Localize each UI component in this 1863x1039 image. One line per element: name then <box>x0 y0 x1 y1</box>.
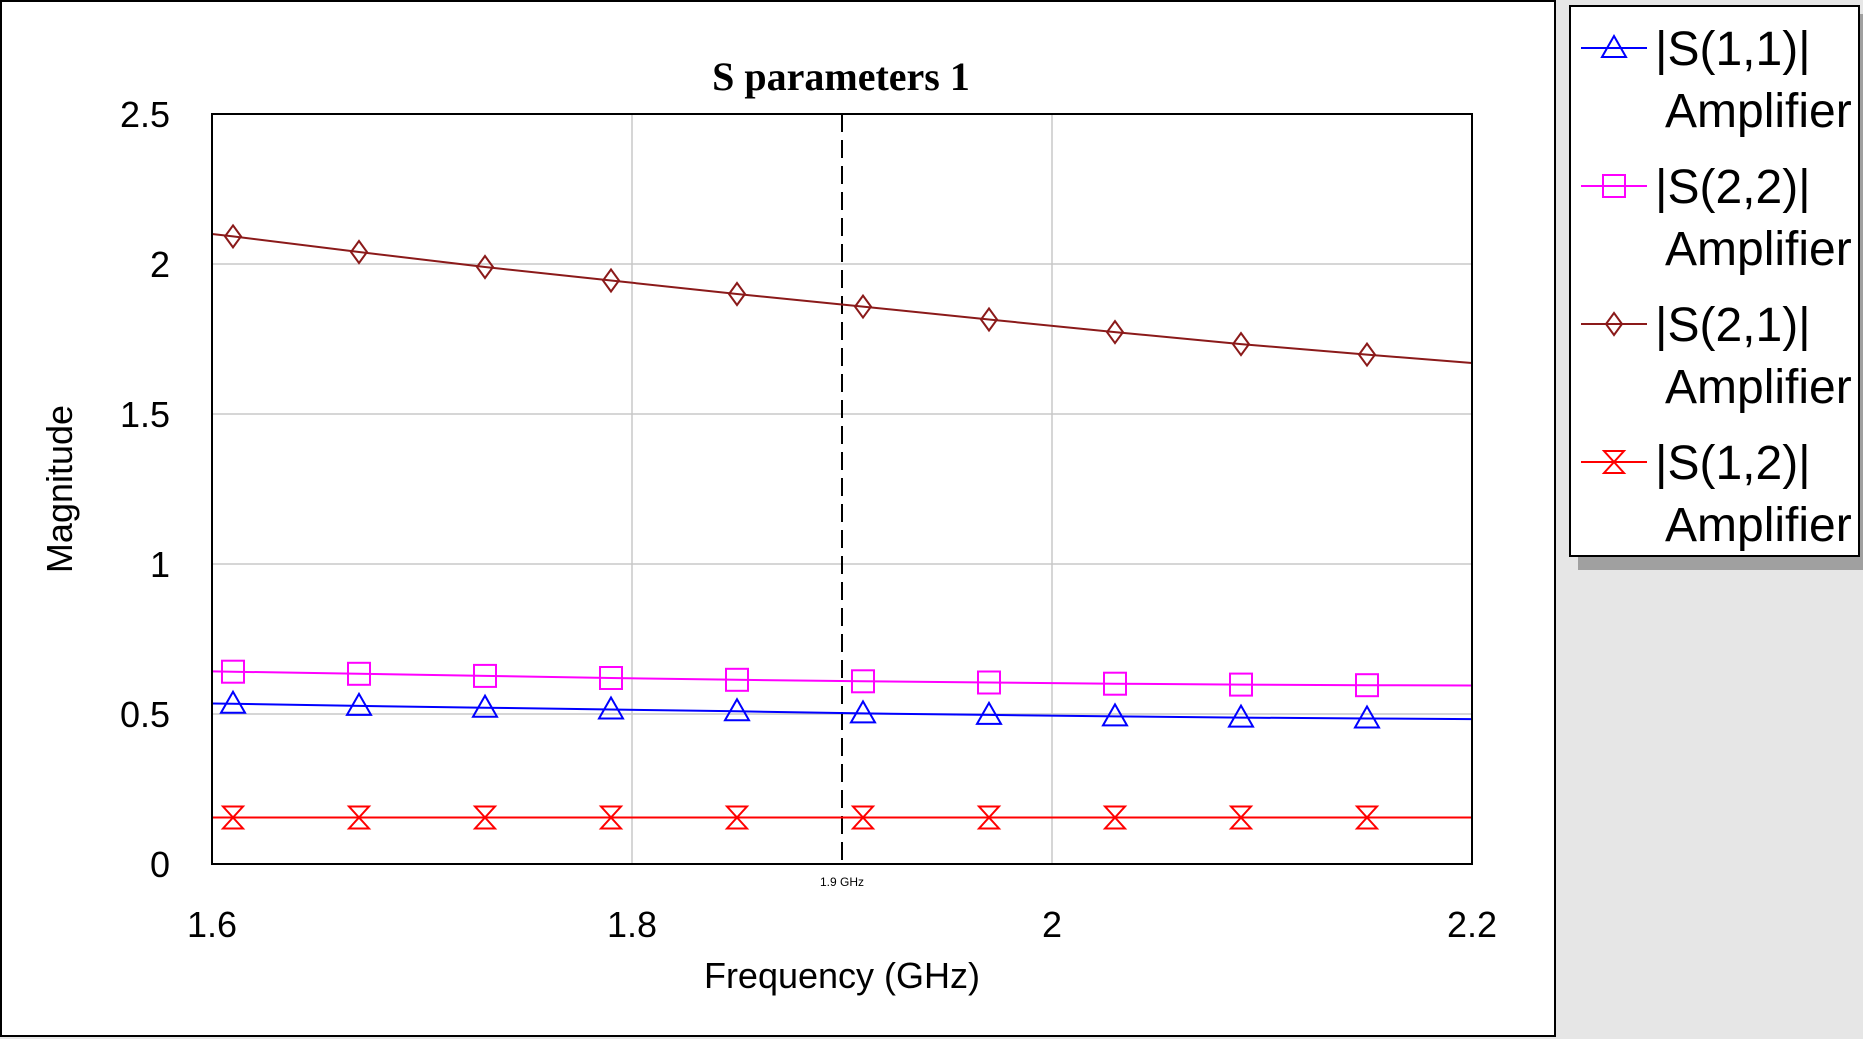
data-point-s11 <box>849 699 877 724</box>
marker-label: 1.9 GHz <box>820 875 864 889</box>
legend-swatch-marker <box>1602 174 1626 198</box>
legend-swatch-s21 <box>1581 311 1647 337</box>
legend-label-s12: |S(1,2)| Amplifier <box>1655 433 1852 557</box>
y-tick-label: 1 <box>150 544 170 585</box>
data-point-s12 <box>598 805 624 830</box>
data-point-s21 <box>1105 319 1125 345</box>
chart-title: S parameters 1 <box>712 54 970 99</box>
data-point-s21 <box>223 223 243 250</box>
data-point-s11 <box>597 695 625 720</box>
frequency-marker: 1.9 GHz <box>820 114 864 889</box>
data-point-s12 <box>1228 805 1254 830</box>
series-s22 <box>211 659 1473 698</box>
series-line-s22 <box>211 670 1473 687</box>
data-point-s22 <box>1355 673 1379 698</box>
legend-sub-s12: Amplifier <box>1665 499 1852 552</box>
legend-item-s11: |S(1,1)| Amplifier <box>1571 7 1858 145</box>
data-point-s11 <box>1101 702 1129 727</box>
x-axis-label: Frequency (GHz) <box>704 955 980 996</box>
data-point-s22 <box>725 667 749 692</box>
legend-swatch-marker <box>1601 450 1627 474</box>
series-line-s11 <box>211 702 1473 721</box>
x-tick-label: 2 <box>1042 904 1062 945</box>
data-point-s12 <box>346 805 372 830</box>
legend-name-s11: |S(1,1)| <box>1655 23 1811 76</box>
tick-labels: 1.6 1.8 2 2.2 0 0.5 1 1.5 2 2.5 <box>120 94 1497 945</box>
data-point-s11 <box>723 697 751 722</box>
y-axis-label: Magnitude <box>39 405 80 573</box>
data-point-s22 <box>1103 671 1127 696</box>
plot-area-frame <box>211 113 1473 865</box>
series-s21 <box>211 223 1473 368</box>
legend-sub-s21: Amplifier <box>1665 361 1852 414</box>
legend-swatch-marker <box>1604 311 1624 337</box>
data-point-s22 <box>473 663 497 688</box>
data-point-s21 <box>1357 341 1377 368</box>
data-point-s21 <box>475 254 495 280</box>
data-point-s11 <box>1227 703 1255 728</box>
legend-sub-s11: Amplifier <box>1665 85 1852 138</box>
legend-item-s12: |S(1,2)| Amplifier <box>1571 421 1858 559</box>
data-point-s12 <box>724 805 750 830</box>
y-tick-label: 1.5 <box>120 394 170 435</box>
y-tick-label: 2.5 <box>120 94 170 135</box>
data-point-s22 <box>221 659 245 684</box>
data-point-s11 <box>975 700 1003 725</box>
data-point-s22 <box>347 661 371 686</box>
legend-label-s22: |S(2,2)| Amplifier <box>1655 157 1852 281</box>
data-point-s11 <box>471 693 499 718</box>
series-layer <box>211 223 1473 830</box>
data-point-s12 <box>1102 805 1128 830</box>
data-point-s12 <box>472 805 498 830</box>
data-point-s11 <box>345 691 373 716</box>
data-point-s11 <box>219 689 247 714</box>
legend-swatch-s22 <box>1581 174 1647 198</box>
data-point-s21 <box>601 267 621 294</box>
y-tick-label: 0 <box>150 844 170 885</box>
data-point-s22 <box>977 670 1001 695</box>
x-tick-label: 2.2 <box>1447 904 1497 945</box>
data-point-s12 <box>220 805 246 830</box>
series-s12 <box>212 805 1472 830</box>
data-point-s12 <box>850 805 876 830</box>
y-tick-label: 2 <box>150 244 170 285</box>
plot-window: S parameters 1 1.9 GHz 1.6 1.8 2 2.2 0 0.5 1 1.… <box>0 0 1556 1037</box>
legend-item-s22: |S(2,2)| Amplifier <box>1571 145 1858 283</box>
legend-label-s11: |S(1,1)| Amplifier <box>1655 19 1852 143</box>
data-point-s22 <box>599 666 623 690</box>
legend: |S(1,1)| Amplifier |S(2,2)| Amplifier |S… <box>1569 5 1860 557</box>
data-point-s11 <box>1353 704 1381 729</box>
data-point-s21 <box>1231 331 1251 357</box>
x-tick-label: 1.8 <box>607 904 657 945</box>
series-line-s21 <box>211 233 1473 364</box>
data-point-s21 <box>727 281 747 307</box>
x-tick-label: 1.6 <box>187 904 237 945</box>
data-point-s22 <box>851 669 875 694</box>
legend-name-s22: |S(2,2)| <box>1655 161 1811 214</box>
data-point-s21 <box>979 306 999 333</box>
legend-swatch-s11 <box>1581 33 1647 58</box>
legend-label-s21: |S(2,1)| Amplifier <box>1655 295 1852 419</box>
data-point-s21 <box>349 239 369 265</box>
legend-item-s21: |S(2,1)| Amplifier <box>1571 283 1858 421</box>
legend-name-s21: |S(2,1)| <box>1655 299 1811 352</box>
data-point-s21 <box>853 293 873 320</box>
data-point-s12 <box>1354 805 1380 830</box>
data-point-s12 <box>976 805 1002 830</box>
legend-name-s12: |S(1,2)| <box>1655 437 1811 490</box>
data-point-s22 <box>1229 672 1253 697</box>
legend-sub-s22: Amplifier <box>1665 223 1852 276</box>
series-s11 <box>211 689 1473 729</box>
legend-swatch-marker <box>1600 33 1628 58</box>
legend-swatch-s12 <box>1581 450 1647 474</box>
y-tick-label: 0.5 <box>120 694 170 735</box>
s-parameter-chart: S parameters 1 1.9 GHz 1.6 1.8 2 2.200.511.… <box>39 54 1497 996</box>
